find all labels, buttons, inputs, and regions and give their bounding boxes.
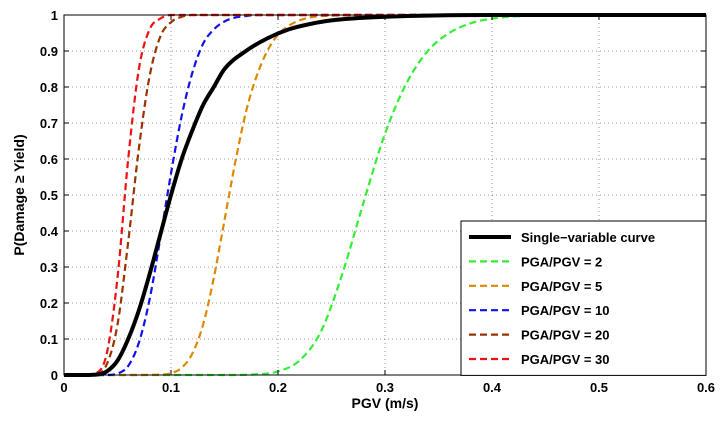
x-tick-label: 0.6 [697,380,715,395]
y-tick-label: 0.5 [40,188,58,203]
series-line-0 [64,13,706,377]
grid-lines [64,15,706,375]
y-axis-label: P(Damage ≥ Yield) [11,134,27,255]
y-tick-label: 0.8 [40,80,58,95]
y-tick-label: 0.3 [40,260,58,275]
series-line-2 [64,13,706,377]
legend-entry-label: PGA/PGV = 30 [521,352,610,367]
legend-entry-label: PGA/PGV = 10 [521,303,610,318]
y-tick-label: 0.7 [40,116,58,131]
legend-entry-label: Single−variable curve [521,230,655,245]
x-tick-label: 0.4 [483,380,502,395]
x-tick-label: 0.2 [269,380,287,395]
axis-ticks: 0 0.1 0.2 0.3 0.4 0.5 0.6 0 0.1 0.2 0.3 0.4 0.5 0.6 0.… [40,8,715,395]
y-tick-label: 0.4 [40,224,59,239]
y-tick-label: 0 [51,368,58,383]
legend-entry-label: PGA/PGV = 2 [521,254,602,269]
x-tick-label: 0.1 [162,380,180,395]
x-tick-label: 0 [60,380,67,395]
y-tick-label: 0.9 [40,44,58,59]
legend-entry-label: PGA/PGV = 5 [521,279,602,294]
y-tick-label: 1 [51,8,58,23]
x-tick-label: 0.5 [590,380,608,395]
y-tick-label: 0.1 [40,332,58,347]
y-tick-label: 0.6 [40,152,58,167]
x-tick-label: 0.3 [376,380,394,395]
y-tick-label: 0.2 [40,296,58,311]
legend-entry-label: PGA/PGV = 20 [521,328,610,343]
legend-box [460,220,707,376]
legend: Single−variable curve PGA/PGV = 2 PGA/PGV … [460,220,707,376]
series-line-1 [64,13,706,377]
x-axis-label: PGV (m/s) [352,395,419,411]
